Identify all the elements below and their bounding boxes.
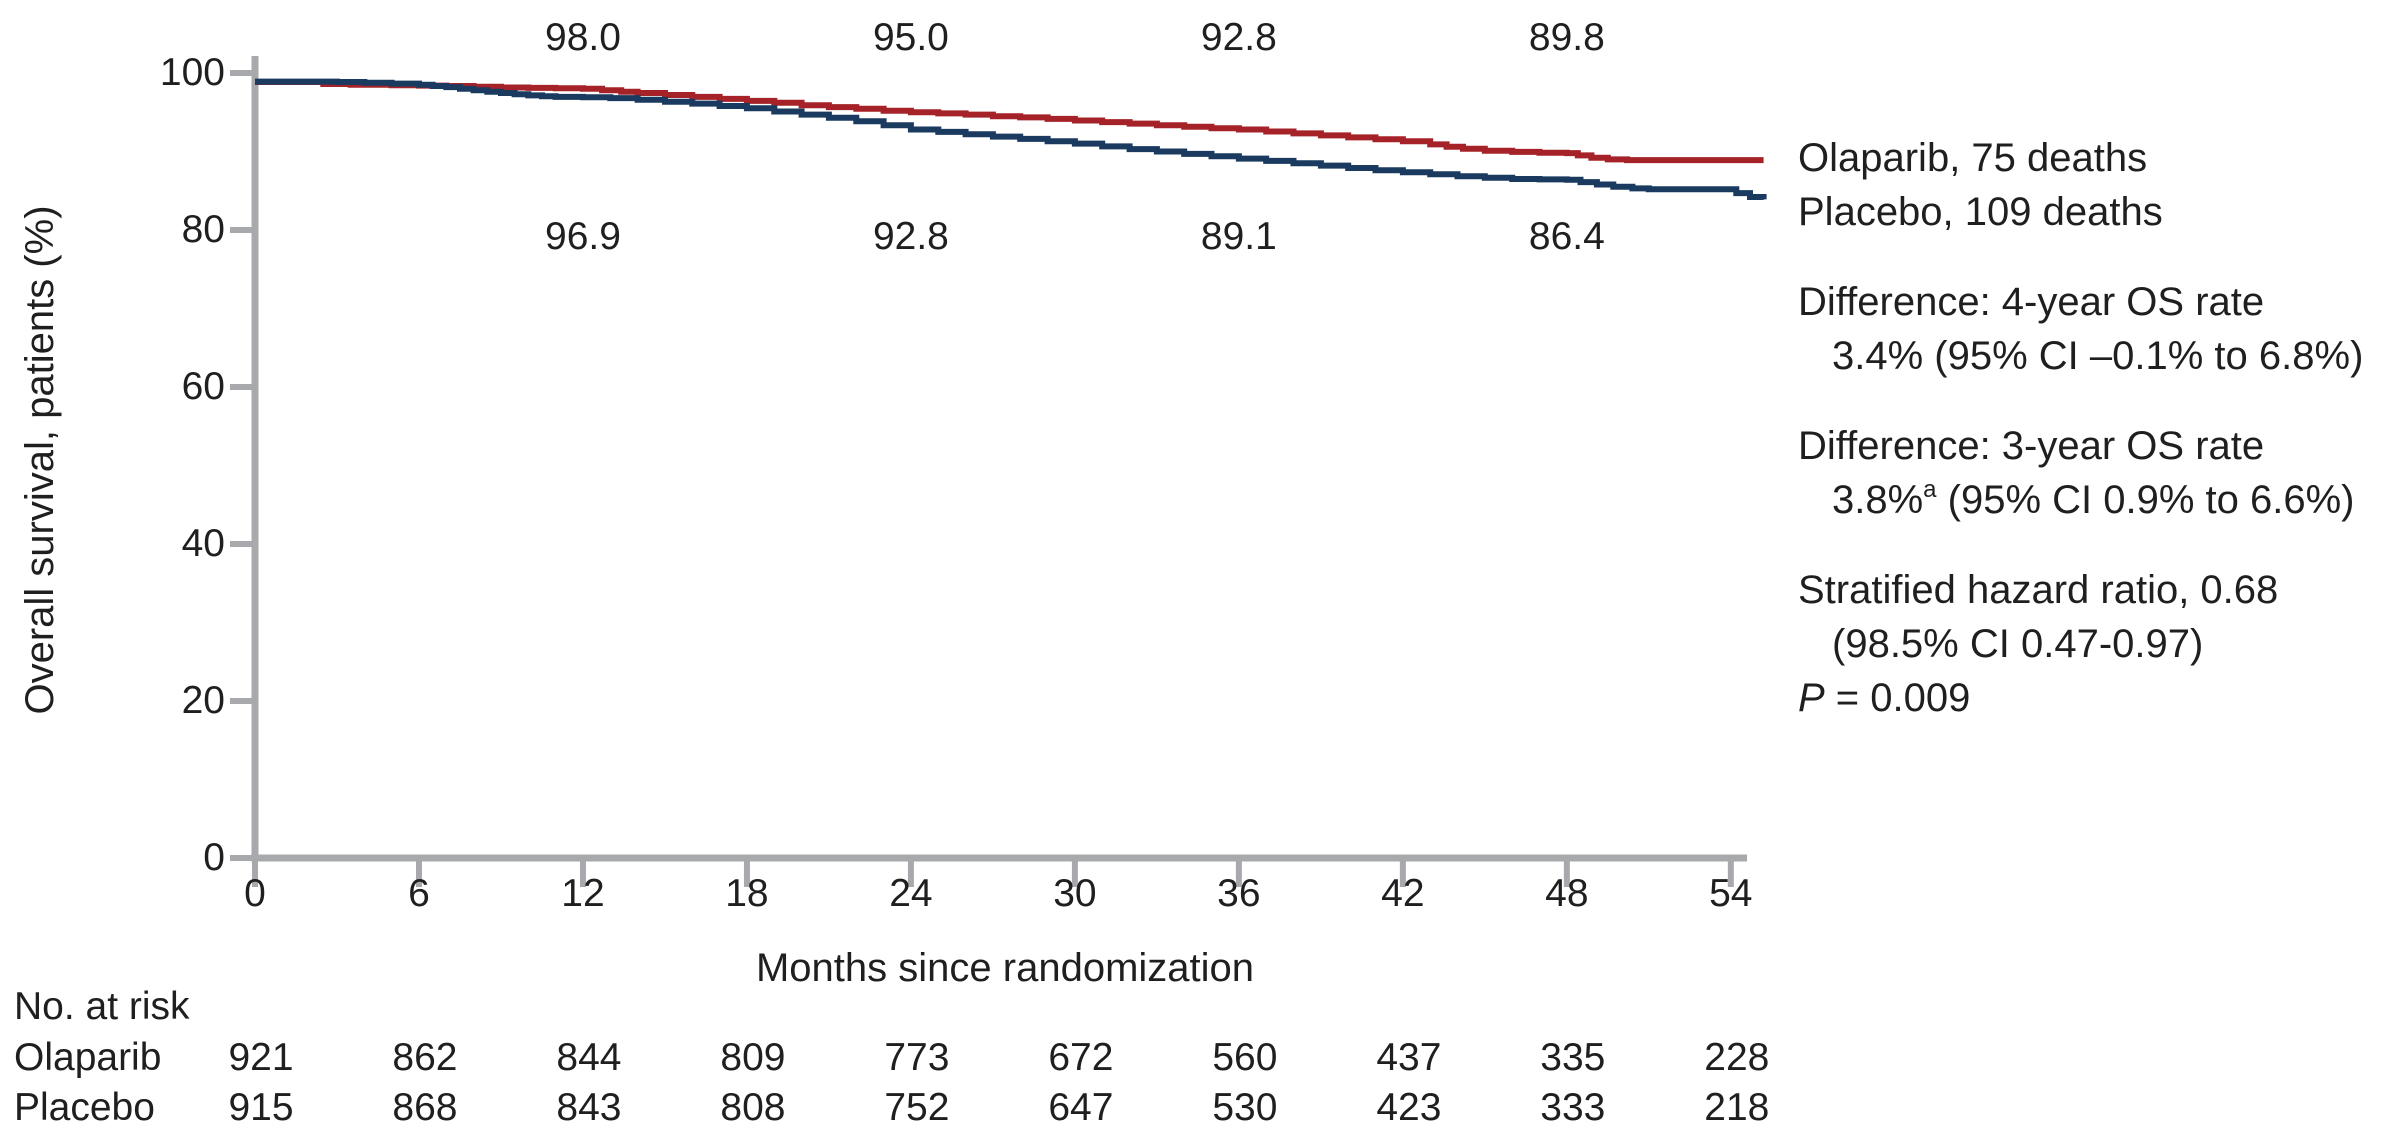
diff-4yr-title: Difference: 4-year OS rate <box>1798 280 2265 324</box>
x-tick-label: 36 <box>1217 872 1261 915</box>
y-tick-label: 0 <box>203 836 225 879</box>
p-value-line: P = 0.009 <box>1798 671 2363 725</box>
olaparib-landmark-value: 89.8 <box>1528 16 1605 59</box>
olaparib-landmark-value: 95.0 <box>872 16 949 59</box>
at-risk-count: 844 <box>556 1036 622 1079</box>
at-risk-row-label: Olaparib <box>14 1036 162 1079</box>
y-tick-label: 80 <box>181 208 225 251</box>
x-tick-label: 6 <box>408 872 430 915</box>
diff-4yr-value: 3.4% (95% CI –0.1% to 6.8%) <box>1832 334 2364 378</box>
at-risk-count: 423 <box>1376 1086 1442 1129</box>
x-tick-label: 48 <box>1545 872 1589 915</box>
at-risk-count: 773 <box>884 1036 950 1079</box>
x-tick-label: 54 <box>1709 872 1753 915</box>
at-risk-count: 752 <box>884 1086 950 1129</box>
p-value: = 0.009 <box>1824 676 1971 720</box>
placebo-landmark-value: 92.8 <box>872 215 949 258</box>
y-tick-label: 20 <box>181 679 225 722</box>
at-risk-count: 228 <box>1704 1036 1770 1079</box>
x-tick-label: 30 <box>1053 872 1097 915</box>
at-risk-count: 809 <box>720 1036 786 1079</box>
at-risk-title: No. at risk <box>14 985 190 1028</box>
stats-panel: Olaparib, 75 deaths Placebo, 109 deaths … <box>1798 131 2363 725</box>
x-tick-label: 42 <box>1381 872 1425 915</box>
at-risk-count: 437 <box>1376 1036 1442 1079</box>
placebo-landmark-value: 96.9 <box>545 215 621 258</box>
olaparib-landmark-value: 98.0 <box>545 16 621 59</box>
at-risk-count: 335 <box>1540 1036 1606 1079</box>
diff-3yr-value-pre: 3.8% <box>1832 478 1924 522</box>
at-risk-count: 915 <box>228 1086 294 1129</box>
at-risk-count: 808 <box>720 1086 786 1129</box>
x-tick-label: 12 <box>561 872 605 915</box>
at-risk-count: 647 <box>1048 1086 1114 1129</box>
footnote-a-superscript: a <box>1923 475 1937 503</box>
y-axis-title: Overall survival, patients (%) <box>18 205 62 715</box>
diff-3yr-value: 3.8%a (95% CI 0.9% to 6.6%) <box>1798 473 2363 527</box>
hazard-ratio-ci: (98.5% CI 0.47-0.97) <box>1832 622 2204 666</box>
at-risk-count: 862 <box>392 1036 458 1079</box>
at-risk-count: 843 <box>556 1086 622 1129</box>
y-tick-label: 100 <box>159 51 225 94</box>
x-tick-label: 24 <box>889 872 933 915</box>
at-risk-count: 921 <box>228 1036 294 1079</box>
at-risk-count: 868 <box>392 1086 458 1129</box>
x-axis-title: Months since randomization <box>755 946 1255 990</box>
olaparib-survival-curve <box>255 79 1764 164</box>
at-risk-row-label: Placebo <box>14 1086 155 1129</box>
y-tick-label: 60 <box>181 365 225 408</box>
at-risk-count: 530 <box>1212 1086 1278 1129</box>
x-tick-label: 0 <box>244 872 266 915</box>
olaparib-curve-label: Olaparib, 75 deaths <box>1798 136 2148 180</box>
placebo-landmark-value: 86.4 <box>1528 215 1605 258</box>
placebo-survival-curve <box>255 78 1767 200</box>
y-tick-label: 40 <box>181 522 225 565</box>
at-risk-count: 218 <box>1704 1086 1770 1129</box>
p-symbol: P <box>1798 676 1825 720</box>
at-risk-count: 333 <box>1540 1086 1606 1129</box>
hazard-ratio-title: Stratified hazard ratio, 0.68 <box>1798 568 2279 612</box>
placebo-landmark-value: 89.1 <box>1200 215 1277 258</box>
diff-3yr-value-ci: (95% CI 0.9% to 6.6%) <box>1936 478 2355 522</box>
at-risk-count: 560 <box>1212 1036 1278 1079</box>
olaparib-landmark-value: 92.8 <box>1200 16 1277 59</box>
placebo-curve-label: Placebo, 109 deaths <box>1798 190 2163 234</box>
diff-3yr-title: Difference: 3-year OS rate <box>1798 424 2265 468</box>
at-risk-count: 672 <box>1048 1036 1114 1079</box>
x-tick-label: 18 <box>725 872 769 915</box>
